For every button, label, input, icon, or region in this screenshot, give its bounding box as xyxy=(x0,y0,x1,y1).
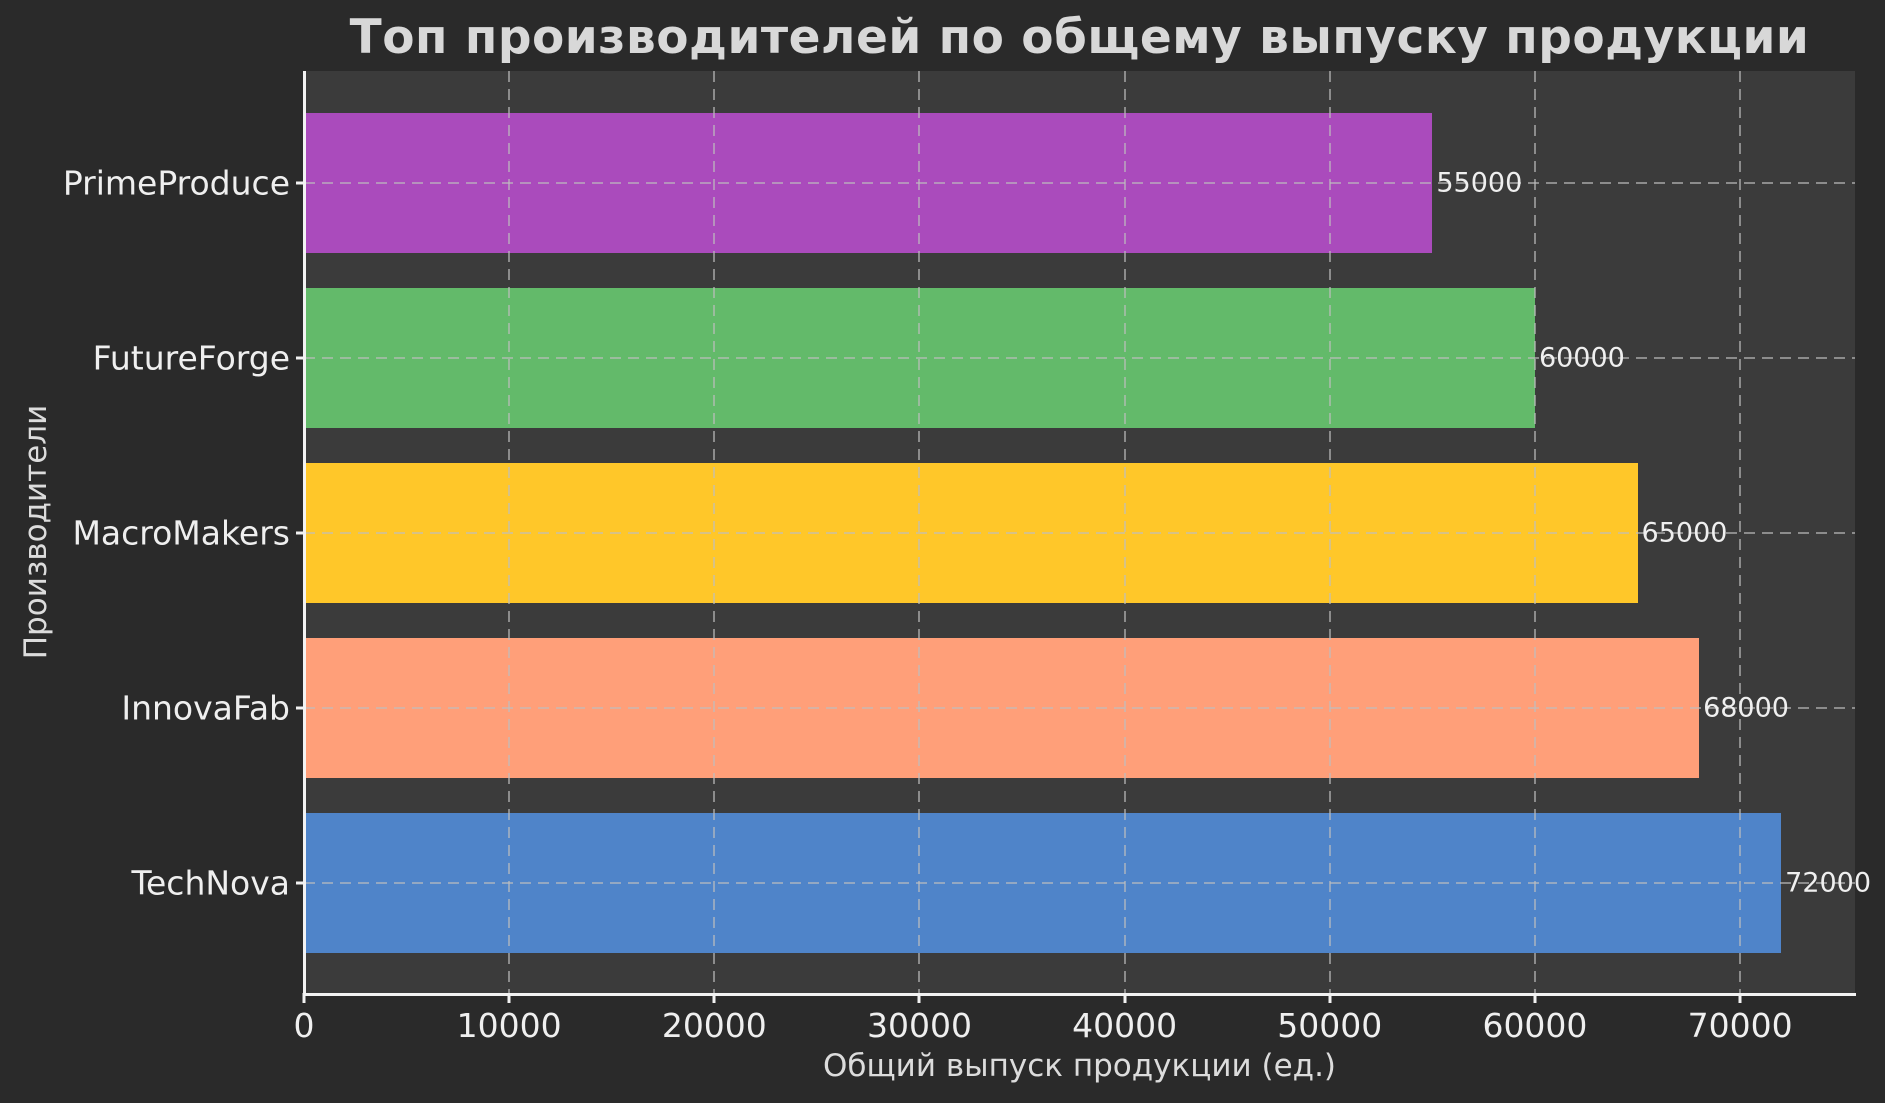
gridline-horizontal xyxy=(304,882,1855,884)
x-tick-label: 60000 xyxy=(1482,1006,1588,1045)
bar-value-label: 60000 xyxy=(1538,342,1625,374)
chart-title: Топ производителей по общему выпуску про… xyxy=(349,10,1810,65)
x-tick-label: 70000 xyxy=(1687,1006,1793,1045)
x-tick-label: 0 xyxy=(293,1006,315,1045)
bar-value-label: 68000 xyxy=(1703,692,1789,724)
x-tick-mark xyxy=(302,993,306,1003)
x-tick-mark xyxy=(1123,993,1127,1003)
gridline-horizontal xyxy=(304,532,1855,534)
y-tick-mark xyxy=(296,706,306,710)
x-tick-label: 30000 xyxy=(866,1006,972,1045)
x-axis-spine xyxy=(303,993,1856,996)
bar-value-label: 55000 xyxy=(1436,167,1523,199)
gridline-horizontal xyxy=(304,707,1855,709)
y-category-label: TechNova xyxy=(131,863,290,903)
gridline-horizontal xyxy=(304,357,1855,359)
x-tick-mark xyxy=(712,993,716,1003)
x-tick-label: 10000 xyxy=(456,1006,562,1045)
y-tick-mark xyxy=(296,181,306,185)
y-tick-mark xyxy=(296,531,306,535)
x-tick-mark xyxy=(507,993,511,1003)
x-tick-label: 50000 xyxy=(1277,1006,1383,1045)
y-category-label: PrimeProduce xyxy=(62,163,290,203)
x-tick-mark xyxy=(917,993,921,1003)
x-tick-mark xyxy=(1738,993,1742,1003)
y-category-label: MacroMakers xyxy=(72,513,290,553)
y-category-label: FutureForge xyxy=(92,338,290,378)
y-tick-mark xyxy=(296,356,306,360)
gridline-horizontal xyxy=(304,182,1855,184)
x-axis-label: Общий выпуск продукции (ед.) xyxy=(822,1048,1337,1084)
y-category-label: InnovaFab xyxy=(121,688,290,728)
y-tick-mark xyxy=(296,881,306,885)
x-tick-mark xyxy=(1533,993,1537,1003)
bar-value-label: 65000 xyxy=(1641,517,1728,549)
bar-value-label: 72000 xyxy=(1785,867,1872,899)
plot-area: 55000 60000 65000 68000 72000 xyxy=(303,71,1871,996)
x-tick-label: 20000 xyxy=(661,1006,767,1045)
x-tick-label: 40000 xyxy=(1072,1006,1178,1045)
x-tick-mark xyxy=(1328,993,1332,1003)
